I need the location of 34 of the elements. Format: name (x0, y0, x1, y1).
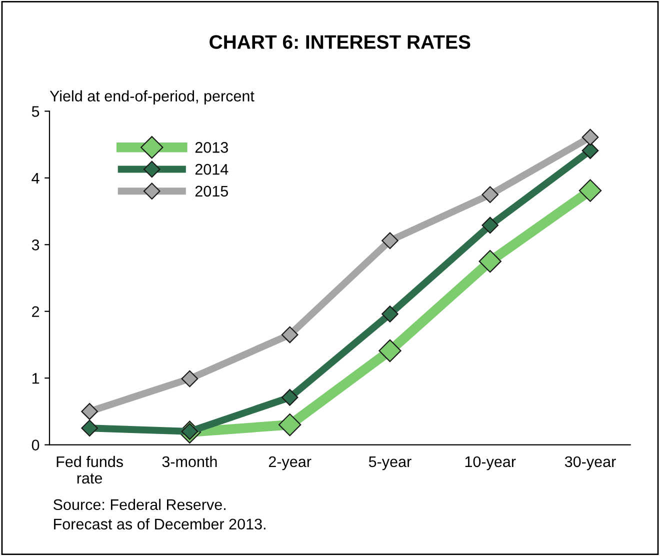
point (81, 420, 98, 437)
y-tick-label: 4 (32, 172, 40, 184)
point (482, 186, 499, 204)
point (478, 250, 502, 273)
y-tick-label: 3 (32, 240, 40, 250)
point (281, 326, 298, 344)
x-tick-label: 10-year (465, 456, 516, 470)
y-tick-label: 0 (32, 440, 40, 450)
legend-label: 2013 (195, 142, 228, 153)
legend-label: 2015 (195, 186, 228, 197)
point (382, 232, 398, 250)
point (582, 128, 599, 146)
point (382, 306, 398, 322)
point (281, 389, 298, 406)
source-note: Source: Federal Reserve. (53, 498, 226, 510)
point (378, 339, 402, 362)
y-tick-label: 1 (32, 373, 40, 384)
text: Forecast as of December 2013. (54, 518, 266, 530)
point (582, 142, 599, 159)
point (278, 413, 302, 436)
point (181, 370, 198, 388)
legend-label: 2014 (195, 164, 228, 175)
x-tick-label: 2-year (268, 456, 312, 470)
x-tick-label: Fed funds rate (56, 456, 123, 484)
y-tick-label: 5 (32, 106, 40, 117)
point (81, 403, 98, 420)
point (578, 179, 602, 202)
x-tick-label: 5-year (368, 456, 412, 470)
y-tick-label: 2 (32, 306, 40, 317)
point (482, 216, 499, 234)
x-tick-label: 3-month (162, 456, 217, 468)
x-tick-label: 30-year (564, 456, 616, 470)
y-axis-title: Yield at end-of-period, percent (50, 90, 254, 105)
chart-title: CHART 6: INTEREST RATES (210, 35, 470, 49)
